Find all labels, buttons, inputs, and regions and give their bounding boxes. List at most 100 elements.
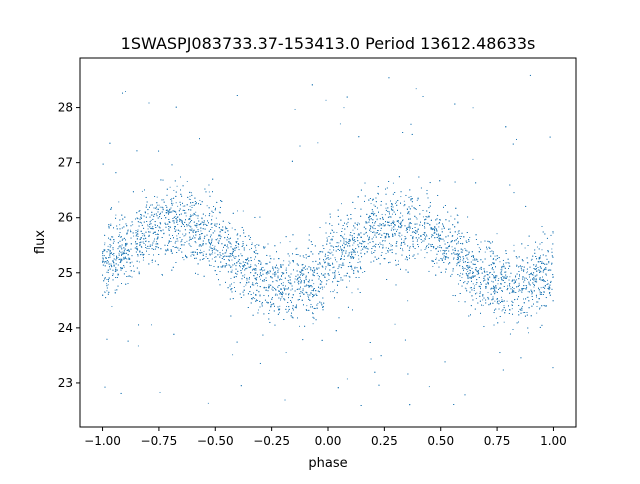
- data-point: [255, 265, 257, 267]
- data-point: [357, 255, 359, 257]
- data-point: [338, 264, 340, 266]
- data-point: [186, 181, 188, 182]
- data-point: [256, 282, 258, 284]
- data-point: [118, 252, 120, 254]
- data-point: [190, 192, 192, 194]
- data-point: [509, 276, 511, 278]
- data-point: [139, 244, 141, 246]
- data-point: [115, 267, 117, 269]
- data-point: [288, 260, 290, 262]
- data-point: [169, 186, 171, 188]
- data-point: [171, 198, 173, 199]
- data-point: [195, 242, 197, 244]
- data-point: [256, 244, 258, 246]
- data-point: [473, 290, 475, 291]
- data-point: [431, 261, 433, 263]
- data-point: [474, 275, 476, 277]
- data-point: [256, 277, 258, 278]
- data-point: [415, 88, 417, 90]
- data-point: [288, 255, 290, 257]
- data-point: [536, 301, 538, 303]
- data-point: [176, 185, 178, 187]
- data-point: [308, 285, 310, 287]
- data-point: [521, 291, 523, 293]
- data-point: [259, 278, 261, 280]
- data-point: [197, 215, 199, 217]
- data-point: [467, 275, 469, 277]
- data-point: [214, 256, 216, 258]
- data-point: [278, 268, 280, 270]
- data-point: [477, 270, 479, 272]
- data-point: [229, 256, 231, 258]
- data-point: [500, 269, 502, 271]
- data-point: [183, 259, 185, 261]
- data-point: [420, 249, 422, 251]
- data-point: [498, 278, 500, 280]
- data-point: [332, 262, 333, 264]
- data-point: [147, 225, 149, 227]
- data-point: [251, 242, 253, 244]
- data-point: [151, 324, 153, 326]
- data-point: [389, 242, 391, 244]
- data-point: [500, 296, 502, 298]
- data-point: [229, 265, 231, 267]
- data-point: [214, 252, 216, 254]
- data-point: [531, 293, 533, 295]
- data-point: [189, 205, 191, 207]
- data-point: [424, 257, 426, 259]
- data-point: [503, 321, 505, 323]
- data-point: [507, 262, 509, 264]
- data-point: [374, 232, 376, 234]
- data-point: [457, 234, 458, 236]
- data-point: [104, 291, 106, 293]
- data-point: [150, 219, 152, 221]
- data-point: [503, 266, 505, 268]
- data-point: [299, 325, 300, 327]
- data-point: [142, 259, 144, 261]
- data-point: [499, 261, 501, 263]
- data-point: [145, 240, 147, 242]
- data-point: [407, 300, 409, 302]
- data-point: [168, 211, 170, 213]
- data-point: [405, 230, 407, 231]
- data-point: [403, 241, 405, 243]
- data-point: [173, 189, 175, 191]
- data-point: [168, 213, 169, 215]
- data-point: [123, 266, 125, 268]
- data-point: [251, 269, 253, 271]
- data-point: [516, 279, 517, 281]
- data-point: [297, 281, 299, 283]
- data-point: [518, 311, 520, 313]
- data-point: [294, 108, 296, 110]
- data-point: [478, 247, 480, 249]
- data-point: [516, 265, 518, 267]
- data-point: [392, 193, 394, 195]
- data-point: [255, 283, 256, 285]
- data-point: [520, 309, 522, 311]
- data-point: [509, 286, 511, 288]
- data-point: [536, 306, 538, 307]
- data-point: [154, 224, 156, 226]
- data-point: [117, 274, 119, 276]
- data-point: [118, 201, 120, 203]
- data-point: [494, 300, 496, 302]
- data-point: [385, 247, 387, 249]
- data-point: [343, 107, 345, 109]
- data-point: [156, 204, 158, 206]
- data-point: [376, 218, 378, 220]
- data-point: [444, 250, 445, 252]
- data-point: [527, 296, 529, 298]
- data-point: [126, 258, 128, 260]
- data-point: [106, 290, 108, 292]
- data-point: [131, 261, 133, 263]
- data-point: [409, 246, 411, 248]
- data-point: [317, 275, 319, 277]
- data-point: [147, 224, 148, 226]
- data-point: [521, 306, 523, 307]
- data-point: [505, 271, 507, 273]
- data-point: [113, 240, 115, 242]
- data-point: [189, 195, 191, 197]
- data-point: [404, 258, 406, 260]
- data-point: [428, 215, 430, 217]
